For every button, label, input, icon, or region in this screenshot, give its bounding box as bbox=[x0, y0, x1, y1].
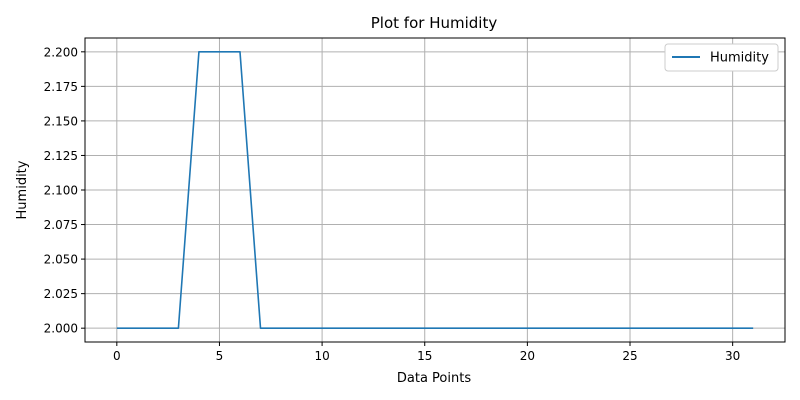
series-line-humidity bbox=[116, 51, 754, 329]
chart-title: Plot for Humidity bbox=[371, 14, 498, 32]
legend: Humidity bbox=[664, 43, 779, 72]
x-tick-label: 20 bbox=[520, 349, 535, 363]
y-tick-label: 2.050 bbox=[44, 253, 78, 267]
x-tick-label: 25 bbox=[622, 349, 637, 363]
y-tick-label: 2.200 bbox=[44, 45, 78, 59]
y-tick-label: 2.025 bbox=[44, 287, 78, 301]
x-axis-label: Data Points bbox=[397, 371, 471, 386]
x-tick-label: 0 bbox=[113, 349, 121, 363]
x-tick-label: 30 bbox=[725, 349, 740, 363]
legend-label-humidity: Humidity bbox=[710, 51, 769, 66]
y-tick-label: 2.150 bbox=[44, 114, 78, 128]
y-tick-label: 2.000 bbox=[44, 322, 78, 336]
x-axis-ticks: 0 5 10 15 20 25 30 bbox=[113, 342, 740, 363]
grid-lines bbox=[85, 38, 785, 342]
y-tick-label: 2.100 bbox=[44, 184, 78, 198]
y-tick-label: 2.075 bbox=[44, 218, 78, 232]
y-tick-label: 2.175 bbox=[44, 80, 78, 94]
series-layer bbox=[116, 51, 754, 329]
y-axis-label: Humidity bbox=[15, 160, 30, 219]
y-tick-label: 2.125 bbox=[44, 149, 78, 163]
x-tick-label: 5 bbox=[216, 349, 224, 363]
y-axis-ticks: 2.000 2.025 2.050 2.075 2.100 2.125 2.150 2.175… bbox=[44, 45, 85, 336]
x-tick-label: 15 bbox=[417, 349, 432, 363]
x-tick-label: 10 bbox=[314, 349, 329, 363]
legend-box bbox=[664, 43, 779, 72]
